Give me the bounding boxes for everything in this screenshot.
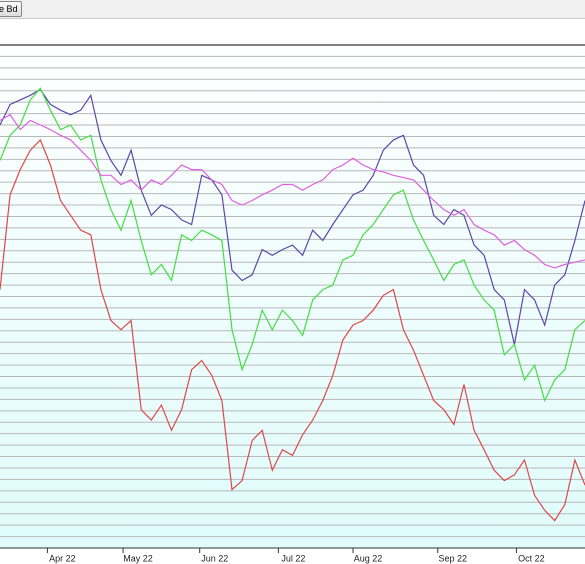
chart: Apr 22 May 22 Jun 22 Jul 22 Aug 22 Sep 22 Oct … bbox=[0, 44, 585, 563]
series-line bbox=[0, 138, 585, 522]
x-tick-label: Sep 22 bbox=[438, 553, 467, 563]
series-line bbox=[0, 88, 585, 345]
x-tick-label: Oct 22 bbox=[518, 553, 545, 563]
x-tick-label: Jun 22 bbox=[201, 553, 228, 563]
series-line bbox=[0, 87, 585, 403]
series-line bbox=[0, 113, 585, 269]
x-tick-label: May 22 bbox=[123, 553, 153, 563]
x-tick-label: Aug 22 bbox=[354, 553, 383, 563]
x-tick-label: Jul 22 bbox=[281, 553, 305, 563]
toolbar-button[interactable]: e Bd bbox=[0, 1, 22, 17]
x-tick-label: Apr 22 bbox=[49, 553, 76, 563]
toolbar: e Bd bbox=[0, 0, 585, 19]
